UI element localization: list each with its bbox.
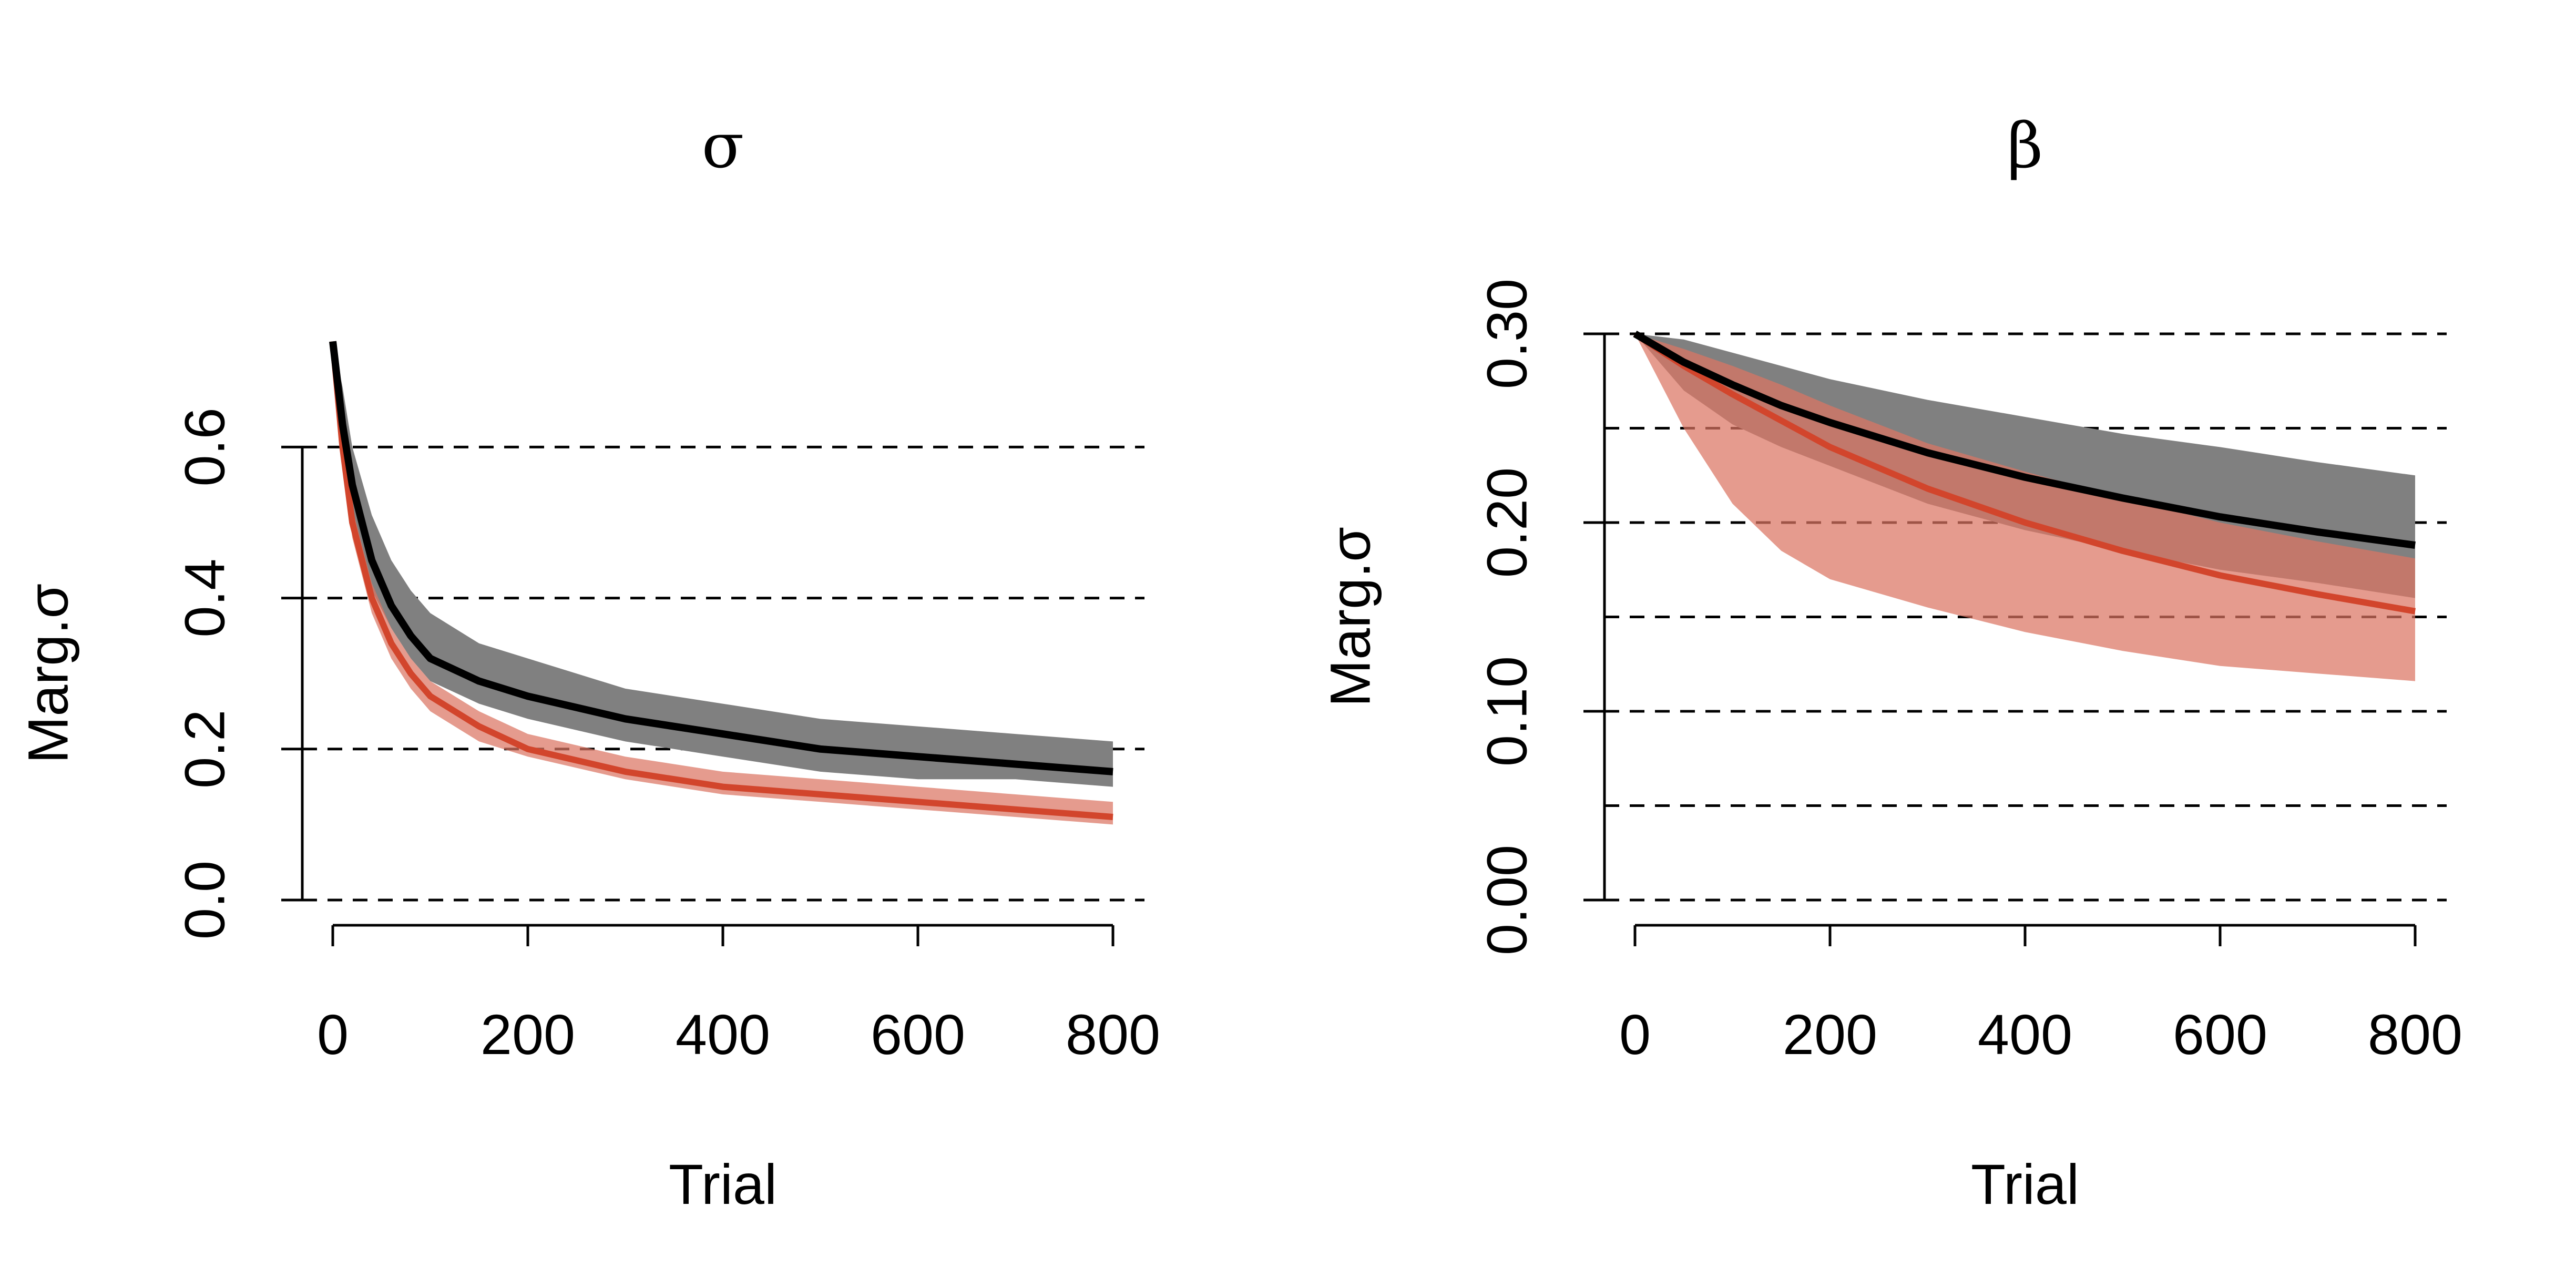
x-tick-label-1: 200 [481, 1003, 575, 1066]
chart-title: β [2007, 109, 2043, 182]
x-tick-label-2: 400 [1978, 1003, 2072, 1066]
series-0-line [329, 341, 1113, 775]
y-tick-label-3: 0.30 [1475, 279, 1539, 389]
series-1-line [1633, 331, 2416, 615]
chart-panel-beta: β 0.00 0.10 0.20 0.30 0 200 400 600 800 Trial Marg.… [1318, 109, 2463, 1216]
chart-panel-sigma: σ 0.0 0.2 0.4 0.6 0 200 400 600 800 Trial Marg.σ [16, 109, 1161, 1216]
x-axis-label: Trial [1971, 1152, 2079, 1216]
y-tick-label-1: 0.10 [1475, 656, 1539, 766]
x-tick-label-4: 800 [1066, 1003, 1160, 1066]
series-0-band [333, 341, 1113, 787]
x-axis-label: Trial [669, 1152, 777, 1216]
x-tick-label-2: 400 [676, 1003, 770, 1066]
y-axis-label: Marg.σ [16, 584, 80, 764]
x-tick-label-4: 800 [2368, 1003, 2462, 1066]
series-1-line [330, 341, 1113, 820]
x-tick-label-1: 200 [1783, 1003, 1877, 1066]
x-tick-label-0: 0 [1619, 1003, 1651, 1066]
series-0-line [1633, 330, 2416, 549]
y-tick-label-1: 0.2 [173, 710, 237, 789]
chart-title: σ [702, 109, 744, 182]
y-tick-label-0: 0.0 [173, 861, 237, 939]
y-tick-label-2: 0.4 [173, 559, 237, 638]
y-tick-label-3: 0.6 [173, 407, 237, 486]
x-tick-label-0: 0 [317, 1003, 349, 1066]
y-axis-label: Marg.σ [1318, 527, 1382, 707]
x-tick-label-3: 600 [871, 1003, 965, 1066]
y-tick-label-0: 0.00 [1475, 845, 1539, 955]
y-tick-label-2: 0.20 [1475, 467, 1539, 578]
x-tick-label-3: 600 [2173, 1003, 2267, 1066]
